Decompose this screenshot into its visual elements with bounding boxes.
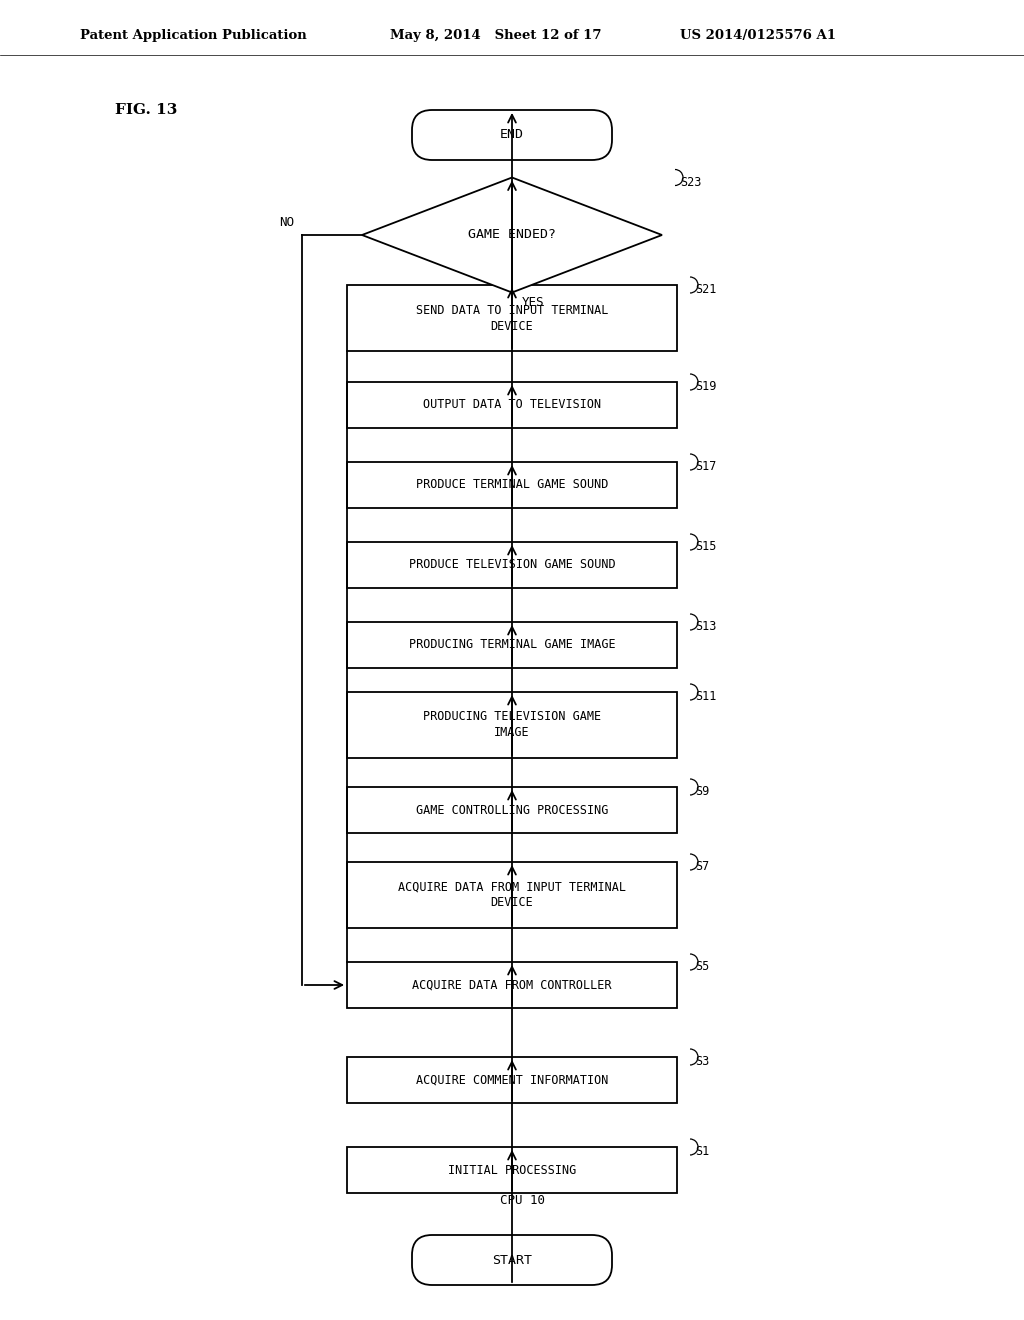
Text: S19: S19	[695, 380, 717, 393]
Text: YES: YES	[522, 297, 545, 309]
Text: START: START	[492, 1254, 532, 1266]
Text: S13: S13	[695, 620, 717, 634]
Text: S1: S1	[695, 1144, 710, 1158]
Text: S23: S23	[680, 176, 701, 189]
Text: INITIAL PROCESSING: INITIAL PROCESSING	[447, 1163, 577, 1176]
Text: S7: S7	[695, 861, 710, 873]
FancyBboxPatch shape	[347, 787, 677, 833]
Text: PRODUCING TELEVISION GAME
IMAGE: PRODUCING TELEVISION GAME IMAGE	[423, 710, 601, 739]
FancyBboxPatch shape	[347, 862, 677, 928]
Text: S21: S21	[695, 282, 717, 296]
Text: S5: S5	[695, 960, 710, 973]
Text: S17: S17	[695, 459, 717, 473]
Text: Patent Application Publication: Patent Application Publication	[80, 29, 307, 41]
Text: S9: S9	[695, 785, 710, 799]
FancyBboxPatch shape	[347, 1057, 677, 1104]
Text: S3: S3	[695, 1055, 710, 1068]
Text: END: END	[500, 128, 524, 141]
Text: PRODUCE TELEVISION GAME SOUND: PRODUCE TELEVISION GAME SOUND	[409, 558, 615, 572]
Text: NO: NO	[279, 216, 294, 228]
FancyBboxPatch shape	[347, 1147, 677, 1193]
Text: GAME ENDED?: GAME ENDED?	[468, 228, 556, 242]
Text: ACQUIRE COMMENT INFORMATION: ACQUIRE COMMENT INFORMATION	[416, 1073, 608, 1086]
Polygon shape	[362, 177, 662, 293]
Text: S15: S15	[695, 540, 717, 553]
FancyBboxPatch shape	[347, 543, 677, 587]
Text: OUTPUT DATA TO TELEVISION: OUTPUT DATA TO TELEVISION	[423, 399, 601, 412]
FancyBboxPatch shape	[412, 110, 612, 160]
Text: S11: S11	[695, 690, 717, 704]
FancyBboxPatch shape	[347, 462, 677, 508]
Text: FIG. 13: FIG. 13	[115, 103, 177, 117]
Text: PRODUCING TERMINAL GAME IMAGE: PRODUCING TERMINAL GAME IMAGE	[409, 639, 615, 652]
FancyBboxPatch shape	[347, 622, 677, 668]
FancyBboxPatch shape	[347, 962, 677, 1008]
Text: ACQUIRE DATA FROM CONTROLLER: ACQUIRE DATA FROM CONTROLLER	[413, 978, 611, 991]
FancyBboxPatch shape	[347, 692, 677, 758]
Text: GAME CONTROLLING PROCESSING: GAME CONTROLLING PROCESSING	[416, 804, 608, 817]
Text: ACQUIRE DATA FROM INPUT TERMINAL
DEVICE: ACQUIRE DATA FROM INPUT TERMINAL DEVICE	[398, 880, 626, 909]
FancyBboxPatch shape	[347, 285, 677, 351]
Text: CPU 10: CPU 10	[500, 1195, 545, 1206]
Text: SEND DATA TO INPUT TERMINAL
DEVICE: SEND DATA TO INPUT TERMINAL DEVICE	[416, 304, 608, 333]
FancyBboxPatch shape	[347, 381, 677, 428]
Text: US 2014/0125576 A1: US 2014/0125576 A1	[680, 29, 836, 41]
Text: PRODUCE TERMINAL GAME SOUND: PRODUCE TERMINAL GAME SOUND	[416, 479, 608, 491]
FancyBboxPatch shape	[412, 1236, 612, 1284]
Text: May 8, 2014   Sheet 12 of 17: May 8, 2014 Sheet 12 of 17	[390, 29, 601, 41]
